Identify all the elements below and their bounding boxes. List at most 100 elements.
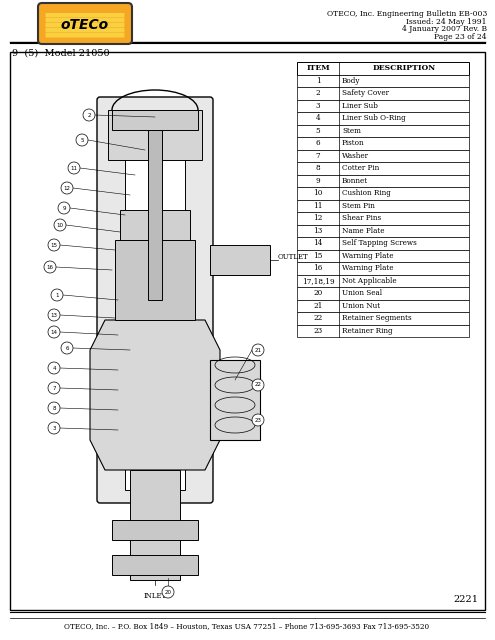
Bar <box>112 520 198 540</box>
Text: 15: 15 <box>50 243 57 248</box>
Text: 2: 2 <box>87 113 91 118</box>
Text: 2221: 2221 <box>453 595 478 604</box>
Circle shape <box>48 362 60 374</box>
Text: 9: 9 <box>62 205 66 211</box>
Text: 11: 11 <box>313 202 323 210</box>
Text: ITEM: ITEM <box>306 64 330 72</box>
Bar <box>130 470 180 580</box>
Text: 4: 4 <box>316 115 320 122</box>
Text: Name Plate: Name Plate <box>342 227 385 235</box>
Circle shape <box>61 342 73 354</box>
Bar <box>297 237 469 250</box>
Text: 6: 6 <box>65 346 69 351</box>
Text: 13: 13 <box>50 312 57 317</box>
Text: 17,18,19: 17,18,19 <box>301 276 334 285</box>
FancyBboxPatch shape <box>38 3 132 44</box>
Bar <box>10 52 485 610</box>
Text: 21: 21 <box>254 348 261 353</box>
Text: Union Nut: Union Nut <box>342 301 380 310</box>
Text: 16: 16 <box>313 264 323 272</box>
Circle shape <box>252 379 264 391</box>
Text: INLET: INLET <box>144 592 167 600</box>
Bar <box>297 99 469 112</box>
Circle shape <box>252 344 264 356</box>
Bar <box>297 275 469 287</box>
Circle shape <box>48 326 60 338</box>
Text: Issued: 24 May 1991: Issued: 24 May 1991 <box>406 17 487 26</box>
Bar <box>297 287 469 300</box>
Text: 16: 16 <box>47 264 53 269</box>
Text: 7: 7 <box>52 385 56 390</box>
Text: 2: 2 <box>316 89 320 97</box>
Text: Self Tapping Screws: Self Tapping Screws <box>342 239 417 247</box>
Text: 21: 21 <box>313 301 323 310</box>
Bar <box>297 150 469 162</box>
Text: Cushion Ring: Cushion Ring <box>342 189 391 197</box>
Bar <box>297 300 469 312</box>
Bar <box>297 225 469 237</box>
Text: Stem Pin: Stem Pin <box>342 202 375 210</box>
Text: 8: 8 <box>316 164 320 172</box>
Text: 12: 12 <box>313 214 323 222</box>
Circle shape <box>48 239 60 251</box>
Bar <box>115 240 195 320</box>
Text: 12: 12 <box>63 186 70 191</box>
Polygon shape <box>90 320 220 470</box>
Circle shape <box>48 402 60 414</box>
FancyBboxPatch shape <box>46 28 125 33</box>
Bar <box>297 324 469 337</box>
Text: OTECO, Inc. Engineering Bulletin EB-003: OTECO, Inc. Engineering Bulletin EB-003 <box>327 10 487 18</box>
Text: 3: 3 <box>316 102 320 109</box>
Text: 5: 5 <box>316 127 320 135</box>
Bar <box>297 74 469 87</box>
Text: 23: 23 <box>313 327 323 335</box>
Bar <box>297 187 469 200</box>
Text: Washer: Washer <box>342 152 369 160</box>
Text: Retainer Segments: Retainer Segments <box>342 314 412 323</box>
Text: Stem: Stem <box>342 127 361 135</box>
Text: OUTLET: OUTLET <box>278 253 309 261</box>
Bar <box>297 162 469 175</box>
Bar <box>297 125 469 137</box>
Text: Cotter Pin: Cotter Pin <box>342 164 379 172</box>
Text: Body: Body <box>342 77 360 84</box>
Text: Liner Sub: Liner Sub <box>342 102 378 109</box>
Text: Bonnet: Bonnet <box>342 177 368 185</box>
Text: Not Applicable: Not Applicable <box>342 276 396 285</box>
FancyBboxPatch shape <box>46 13 125 17</box>
Text: 22: 22 <box>313 314 323 323</box>
Text: Page 23 of 24: Page 23 of 24 <box>435 33 487 40</box>
Text: 5: 5 <box>80 138 84 143</box>
Text: 10: 10 <box>313 189 323 197</box>
Circle shape <box>252 414 264 426</box>
Bar <box>210 360 260 440</box>
Circle shape <box>68 162 80 174</box>
Bar <box>297 212 469 225</box>
Bar <box>297 250 469 262</box>
Text: Warning Plate: Warning Plate <box>342 264 394 272</box>
Text: 1: 1 <box>316 77 320 84</box>
Circle shape <box>76 134 88 146</box>
Text: 6: 6 <box>316 140 320 147</box>
Text: Union Seal: Union Seal <box>342 289 382 297</box>
Circle shape <box>48 382 60 394</box>
Text: 9: 9 <box>316 177 320 185</box>
Bar <box>297 112 469 125</box>
Text: Safety Cover: Safety Cover <box>342 89 389 97</box>
Text: Retainer Ring: Retainer Ring <box>342 327 393 335</box>
FancyBboxPatch shape <box>46 23 125 28</box>
Text: 15: 15 <box>313 252 323 260</box>
Text: 20: 20 <box>164 589 171 595</box>
Bar <box>112 555 198 575</box>
Text: Warning Plate: Warning Plate <box>342 252 394 260</box>
Text: 1: 1 <box>55 292 59 298</box>
Bar <box>148 130 162 300</box>
Circle shape <box>61 182 73 194</box>
Circle shape <box>48 309 60 321</box>
Bar <box>297 200 469 212</box>
Bar <box>125 110 185 490</box>
Circle shape <box>58 202 70 214</box>
Circle shape <box>162 586 174 598</box>
Text: 14: 14 <box>313 239 323 247</box>
Text: 13: 13 <box>313 227 323 235</box>
